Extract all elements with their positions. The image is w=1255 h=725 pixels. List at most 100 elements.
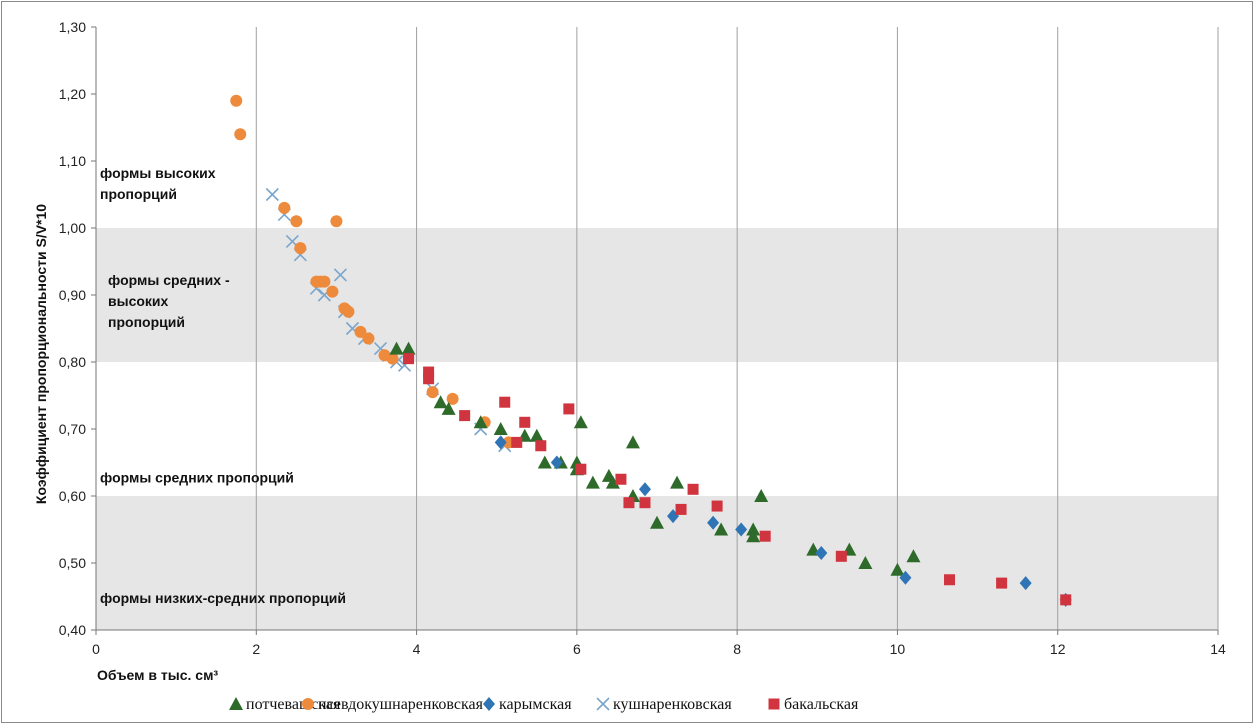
data-point — [234, 128, 247, 141]
data-point — [230, 94, 243, 107]
data-point — [459, 410, 471, 422]
data-point — [746, 529, 761, 543]
y-tick-label: 1,20 — [59, 86, 86, 102]
data-point — [899, 570, 912, 585]
data-point — [615, 473, 627, 485]
data-point — [638, 482, 651, 497]
data-point — [403, 353, 415, 365]
y-tick-label: 1,10 — [59, 153, 86, 169]
data-point — [735, 522, 748, 537]
data-point — [815, 545, 828, 560]
data-point — [575, 463, 587, 475]
band-label: формы низких-средних пропорций — [100, 590, 346, 606]
data-point — [890, 562, 905, 576]
data-point — [563, 403, 575, 415]
data-point — [423, 373, 435, 385]
y-tick-label: 1,00 — [59, 220, 86, 236]
legend-marker — [483, 697, 495, 711]
data-point — [326, 285, 339, 298]
data-point — [623, 497, 635, 509]
series-square — [403, 353, 1072, 606]
data-point — [711, 500, 723, 512]
data-point — [537, 455, 552, 469]
data-point — [446, 392, 459, 405]
data-point — [535, 440, 547, 452]
legend-marker — [229, 697, 243, 710]
points-layer — [230, 94, 1072, 607]
y-tick-label: 0,50 — [59, 555, 86, 571]
data-point — [687, 483, 699, 495]
annotation-layer: формы высоких пропорций формы средних - выс… — [100, 165, 346, 606]
data-point — [585, 475, 600, 489]
data-point — [605, 475, 620, 489]
data-point — [265, 187, 279, 202]
data-point — [1060, 594, 1072, 606]
data-point — [278, 201, 291, 214]
data-point — [707, 515, 720, 530]
data-point — [386, 352, 399, 365]
series-triangle — [389, 341, 921, 576]
legend-marker — [302, 698, 314, 710]
band-label: формы средних пропорций — [100, 470, 294, 486]
y-tick-label: 0,60 — [59, 488, 86, 504]
data-point — [362, 332, 375, 345]
data-point — [746, 522, 761, 536]
data-point — [389, 341, 404, 355]
data-point — [433, 395, 448, 409]
data-point — [639, 497, 651, 509]
data-point — [493, 422, 508, 435]
y-tick-label: 0,90 — [59, 287, 86, 303]
data-point — [333, 268, 348, 282]
data-point — [675, 503, 687, 515]
grid-layer — [255, 27, 1219, 630]
y-tick-label: 0,70 — [59, 421, 86, 437]
band-label: высоких — [108, 293, 169, 309]
data-point — [858, 556, 873, 569]
x-tick-label: 10 — [890, 641, 906, 657]
x-tick-label: 14 — [1210, 641, 1226, 657]
legend-label: потчевашская — [246, 696, 341, 713]
data-point — [759, 530, 771, 542]
x-tick-label: 2 — [252, 641, 260, 657]
y-tick-label: 1,30 — [59, 19, 86, 35]
x-tick-label: 12 — [1050, 641, 1066, 657]
data-point — [714, 522, 729, 536]
data-point — [944, 574, 956, 586]
axes-layer: 0,40 0,50 0,60 0,70 0,80 0,90 1,00 1,10 1,20 1,30… — [59, 19, 1226, 657]
legend-marker — [596, 697, 610, 711]
data-point — [499, 396, 511, 408]
data-point — [650, 515, 664, 529]
y-axis-title: Коэффициент пропорциональности S/V*10 — [33, 204, 49, 504]
data-point — [294, 242, 307, 255]
data-point — [835, 550, 847, 562]
band-label: пропорций — [100, 186, 177, 202]
data-point — [494, 435, 507, 450]
data-point — [401, 341, 416, 355]
x-axis-title: Объем в тыс. см³ — [97, 667, 218, 683]
band-layer — [96, 228, 1218, 630]
x-tick-label: 4 — [413, 641, 421, 657]
data-point — [996, 577, 1008, 589]
data-point — [550, 455, 563, 470]
legend-marker — [768, 698, 780, 710]
data-point — [441, 401, 456, 415]
y-tick-label: 0,40 — [59, 622, 86, 638]
data-point — [625, 435, 640, 449]
band-label: формы средних - — [108, 272, 230, 288]
data-point — [519, 416, 531, 428]
data-point — [529, 428, 544, 442]
data-point — [670, 475, 685, 489]
x-tick-label: 6 — [573, 641, 581, 657]
data-point — [754, 489, 769, 502]
x-tick-label: 8 — [733, 641, 741, 657]
data-point — [426, 386, 439, 399]
shaded-band — [96, 228, 1218, 362]
data-point — [342, 305, 355, 318]
y-tick-label: 0,80 — [59, 354, 86, 370]
data-point — [573, 415, 588, 429]
band-label: формы высоких — [100, 165, 216, 181]
data-point — [511, 436, 523, 448]
